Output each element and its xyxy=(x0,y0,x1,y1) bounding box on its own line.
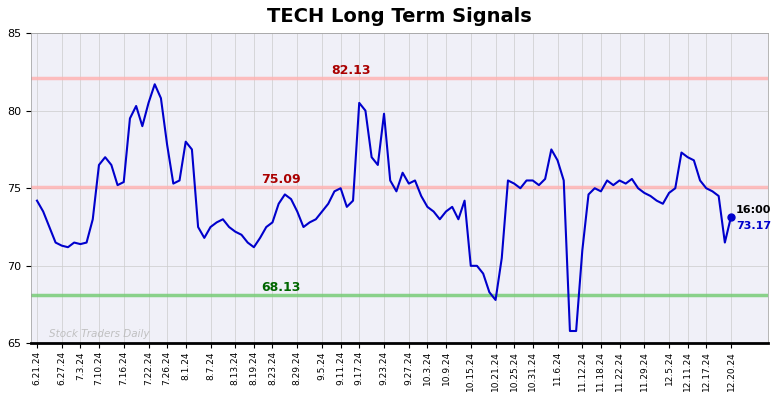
Text: 68.13: 68.13 xyxy=(261,281,300,294)
Text: Stock Traders Daily: Stock Traders Daily xyxy=(49,329,150,339)
Text: 82.13: 82.13 xyxy=(331,64,371,77)
Text: 75.09: 75.09 xyxy=(261,173,301,186)
Text: 16:00: 16:00 xyxy=(736,205,771,215)
Text: 73.17: 73.17 xyxy=(736,221,771,231)
Title: TECH Long Term Signals: TECH Long Term Signals xyxy=(267,7,532,26)
